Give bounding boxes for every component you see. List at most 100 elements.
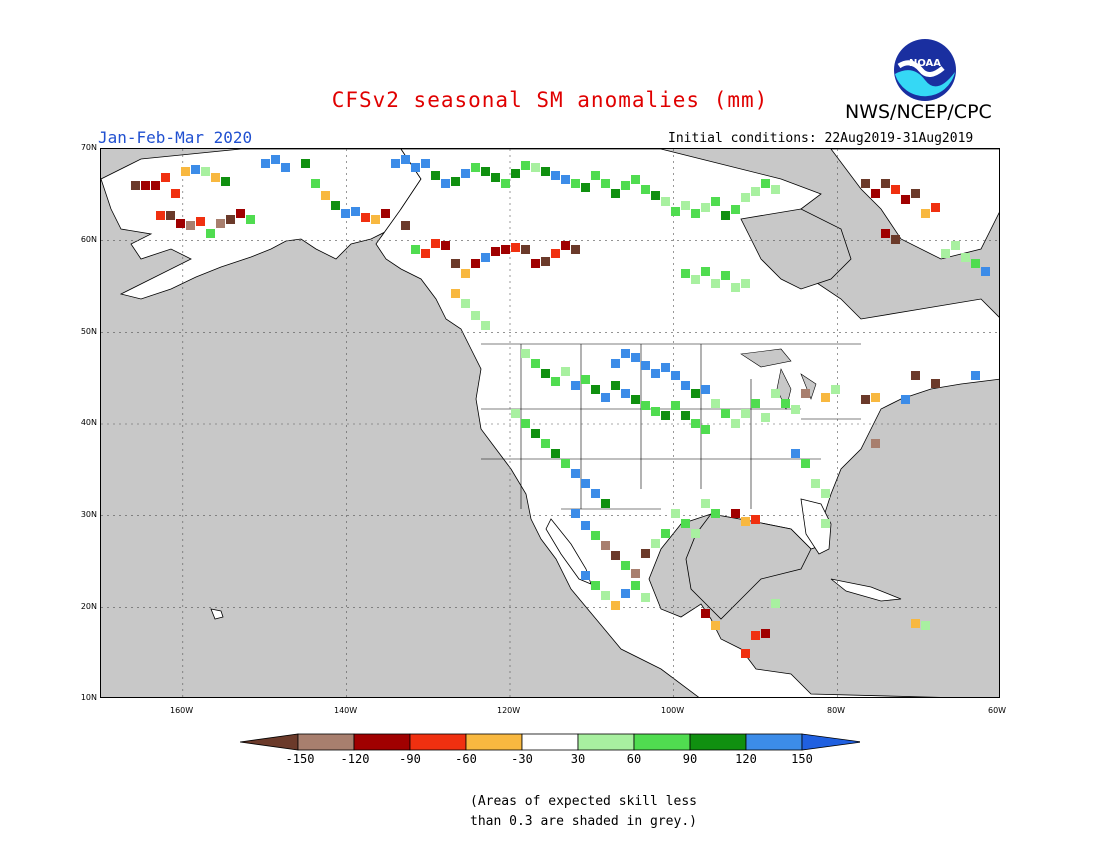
anomaly-cell <box>631 581 640 590</box>
anomaly-cell <box>691 389 700 398</box>
anomaly-cell <box>761 413 770 422</box>
legend-swatch <box>465 733 523 751</box>
anomaly-cell <box>671 371 680 380</box>
anomaly-cell <box>341 209 350 218</box>
anomaly-cell <box>226 215 235 224</box>
anomaly-cell <box>521 419 530 428</box>
anomaly-cell <box>731 419 740 428</box>
anomaly-cell <box>721 409 730 418</box>
anomaly-cell <box>351 207 360 216</box>
anomaly-cell <box>641 185 650 194</box>
legend-swatch <box>521 733 579 751</box>
legend-swatch <box>409 733 467 751</box>
anomaly-cell <box>761 179 770 188</box>
anomaly-cell <box>461 269 470 278</box>
anomaly-cell <box>481 167 490 176</box>
anomaly-cell <box>166 211 175 220</box>
anomaly-cell <box>871 189 880 198</box>
anomaly-cell <box>821 489 830 498</box>
map-svg <box>101 149 999 697</box>
anomaly-cell <box>741 193 750 202</box>
anomaly-cell <box>451 289 460 298</box>
skill-note-line-1: (Areas of expected skill less <box>470 794 697 809</box>
anomaly-cell <box>511 169 520 178</box>
anomaly-cell <box>871 393 880 402</box>
anomaly-cell <box>641 549 650 558</box>
anomaly-cell <box>741 517 750 526</box>
anomaly-cell <box>206 229 215 238</box>
anomaly-cell <box>421 159 430 168</box>
anomaly-cell <box>581 571 590 580</box>
anomaly-cell <box>591 489 600 498</box>
anomaly-cell <box>141 181 150 190</box>
anomaly-cell <box>701 609 710 618</box>
anomaly-cell <box>721 271 730 280</box>
legend-swatch <box>577 733 635 751</box>
anomaly-cell <box>681 269 690 278</box>
anomaly-cell <box>731 509 740 518</box>
anomaly-cell <box>401 155 410 164</box>
anomaly-cell <box>541 369 550 378</box>
anomaly-cell <box>581 375 590 384</box>
gulf-of-mexico <box>685 513 812 620</box>
anomaly-cell <box>711 279 720 288</box>
anomaly-cell <box>501 245 510 254</box>
anomaly-cell <box>681 519 690 528</box>
noaa-logo: NOAA <box>893 38 957 102</box>
anomaly-cell <box>681 411 690 420</box>
anomaly-cell <box>641 401 650 410</box>
anomaly-cell <box>701 385 710 394</box>
anomaly-cell <box>171 189 180 198</box>
anomaly-cell <box>176 219 185 228</box>
anomaly-cell <box>801 459 810 468</box>
anomaly-cell <box>621 349 630 358</box>
anomaly-cell <box>156 211 165 220</box>
skill-note: (Areas of expected skill less than 0.3 a… <box>470 792 730 832</box>
anomaly-cell <box>641 593 650 602</box>
anomaly-cell <box>196 217 205 226</box>
anomaly-cell <box>571 469 580 478</box>
anomaly-cell <box>631 175 640 184</box>
anomaly-cell <box>711 399 720 408</box>
anomaly-cell <box>971 371 980 380</box>
anomaly-cell <box>361 213 370 222</box>
anomaly-cell <box>471 259 480 268</box>
anomaly-cell <box>771 185 780 194</box>
anomaly-cell <box>621 181 630 190</box>
anomaly-cell <box>691 275 700 284</box>
anomaly-cell <box>551 449 560 458</box>
anomaly-cell <box>371 215 380 224</box>
legend-label: -120 <box>340 752 370 766</box>
color-legend <box>239 733 863 751</box>
anomaly-cell <box>661 197 670 206</box>
anomaly-cell <box>211 173 220 182</box>
anomaly-cell <box>451 177 460 186</box>
anomaly-cell <box>701 267 710 276</box>
lon-label-60w: 60W <box>988 706 1007 715</box>
anomaly-cell <box>451 259 460 268</box>
color-legend-svg <box>239 733 863 751</box>
anomaly-cell <box>901 395 910 404</box>
anomaly-cell <box>561 241 570 250</box>
anomaly-cell <box>711 197 720 206</box>
noaa-logo-text: NOAA <box>909 58 941 69</box>
anomaly-cell <box>921 209 930 218</box>
lat-label-60n: 60N <box>80 235 97 244</box>
anomaly-cell <box>911 619 920 628</box>
anomaly-cell <box>281 163 290 172</box>
anomaly-cell <box>661 363 670 372</box>
anomaly-cell <box>731 205 740 214</box>
anomaly-cell <box>471 311 480 320</box>
legend-arrow-high <box>801 733 863 751</box>
anomaly-cell <box>741 409 750 418</box>
lat-label-50n: 50N <box>80 327 97 336</box>
anomaly-cell <box>591 171 600 180</box>
anomaly-cell <box>891 185 900 194</box>
anomaly-cell <box>381 209 390 218</box>
forecast-period: Jan-Feb-Mar 2020 <box>98 128 253 147</box>
anomaly-cell <box>641 361 650 370</box>
anomaly-cell <box>551 377 560 386</box>
anomaly-cell <box>481 321 490 330</box>
anomaly-cell <box>881 179 890 188</box>
anomaly-cell <box>421 249 430 258</box>
